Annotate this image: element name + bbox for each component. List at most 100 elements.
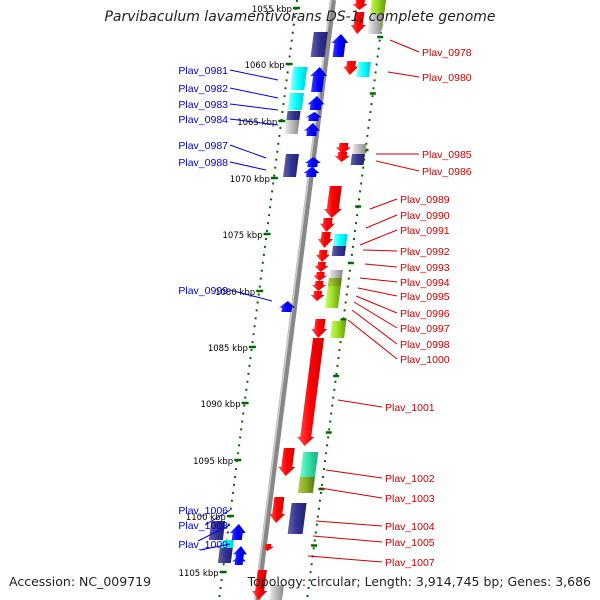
connector-line xyxy=(229,289,273,302)
gene-feature xyxy=(314,262,329,272)
gene-label-plav-0981[interactable]: Plav_0981 xyxy=(178,65,228,77)
gene-feature xyxy=(323,186,342,218)
connector-line xyxy=(357,287,398,297)
connector-line xyxy=(197,524,231,542)
gene-feature xyxy=(279,301,296,312)
accession-label: Accession: NC_009719 xyxy=(9,574,152,589)
gene-label-plav-0998[interactable]: Plav_0998 xyxy=(400,339,450,351)
label-connectors xyxy=(197,39,420,563)
gene-feature xyxy=(333,234,348,246)
gene-feature xyxy=(287,503,307,534)
gene-label-plav-0984[interactable]: Plav_0984 xyxy=(178,114,228,126)
gene-feature xyxy=(229,524,246,540)
gene-feature xyxy=(278,448,296,476)
gene-label-plav-0992[interactable]: Plav_0992 xyxy=(400,246,450,258)
connector-line xyxy=(365,214,398,229)
gene-feature xyxy=(327,278,342,286)
gene-feature xyxy=(343,61,359,75)
connector-line xyxy=(369,198,398,210)
gene-label-plav-1001[interactable]: Plav_1001 xyxy=(385,402,435,414)
gene-feature xyxy=(367,14,384,34)
gene-label-plav-1009[interactable]: Plav_1009 xyxy=(178,539,228,551)
gene-feature xyxy=(310,291,325,301)
gene-feature xyxy=(282,154,299,177)
gene-label-plav-0999[interactable]: Plav_0999 xyxy=(178,285,228,297)
connector-line xyxy=(364,263,398,268)
gene-label-plav-0980[interactable]: Plav_0980 xyxy=(422,72,472,84)
gene-feature xyxy=(311,319,328,338)
kbp-tick-label: 1085 kbp xyxy=(208,344,248,354)
inner-scale-line xyxy=(218,0,298,600)
gene-label-plav-0997[interactable]: Plav_0997 xyxy=(400,323,450,335)
connector-line xyxy=(362,249,398,252)
gene-feature xyxy=(351,144,367,154)
connector-line xyxy=(359,277,398,283)
kbp-tick-label: 1095 kbp xyxy=(193,457,233,467)
gene-feature xyxy=(290,67,308,90)
kbp-tick-label: 1090 kbp xyxy=(201,400,241,410)
gene-label-plav-1006[interactable]: Plav_1006 xyxy=(178,505,228,517)
kbp-tick-label: 1070 kbp xyxy=(230,175,270,185)
connector-line xyxy=(229,87,279,99)
gene-label-plav-0991[interactable]: Plav_0991 xyxy=(400,225,450,237)
gene-label-plav-0985[interactable]: Plav_0985 xyxy=(422,149,472,161)
gene-label-plav-0978[interactable]: Plav_0978 xyxy=(422,47,472,59)
gene-label-plav-1002[interactable]: Plav_1002 xyxy=(385,473,435,485)
gene-feature xyxy=(311,281,326,291)
gene-feature xyxy=(305,112,322,121)
gene-feature xyxy=(313,272,328,281)
connector-line xyxy=(375,160,420,172)
gene-label-plav-0986[interactable]: Plav_0986 xyxy=(422,166,472,178)
gene-feature xyxy=(252,570,268,600)
gene-labels: Plav_0981 Plav_0982 Plav_0983 Plav_0984 Plav… xyxy=(178,47,471,569)
connector-line xyxy=(199,543,231,551)
gene-features xyxy=(208,0,386,600)
gene-feature xyxy=(310,32,328,57)
gene-feature xyxy=(299,452,319,477)
gene-label-plav-0994[interactable]: Plav_0994 xyxy=(400,277,450,289)
connector-line xyxy=(355,295,398,314)
gene-feature xyxy=(317,232,333,248)
gene-label-plav-0989[interactable]: Plav_0989 xyxy=(400,194,450,206)
connector-line xyxy=(337,399,383,408)
gene-label-plav-1000[interactable]: Plav_1000 xyxy=(400,354,450,366)
connector-line xyxy=(229,144,267,159)
gene-label-plav-0990[interactable]: Plav_0990 xyxy=(400,210,450,222)
gene-label-plav-1007[interactable]: Plav_1007 xyxy=(385,557,435,569)
gene-label-plav-1004[interactable]: Plav_1004 xyxy=(385,521,435,533)
gene-label-plav-0987[interactable]: Plav_0987 xyxy=(178,140,228,152)
gene-label-plav-0988[interactable]: Plav_0988 xyxy=(178,157,228,169)
gene-feature xyxy=(303,167,320,177)
gene-feature xyxy=(310,67,328,92)
connector-line xyxy=(325,469,383,479)
kbp-ticks: 1055 kbp 1060 kbp 1065 kbp 1070 kbp 1075 kbp… xyxy=(179,5,300,579)
map-title: Parvibaculum lavamentivorans DS-1, compl… xyxy=(104,9,496,25)
gene-feature xyxy=(232,556,247,565)
gene-feature xyxy=(350,154,365,165)
gene-feature xyxy=(284,120,300,134)
outer-scale-line xyxy=(306,0,386,600)
outer-ticks xyxy=(311,35,384,547)
gene-feature xyxy=(297,477,315,493)
connector-line xyxy=(389,39,420,53)
gene-label-plav-0983[interactable]: Plav_0983 xyxy=(178,99,228,111)
gene-label-plav-0982[interactable]: Plav_0982 xyxy=(178,83,228,95)
gene-feature xyxy=(208,521,226,540)
gene-label-plav-0996[interactable]: Plav_0996 xyxy=(400,308,450,320)
gene-feature xyxy=(331,34,349,57)
kbp-tick-label: 1105 kbp xyxy=(179,569,219,579)
gene-feature xyxy=(350,12,366,34)
gene-feature xyxy=(352,0,368,10)
gene-feature xyxy=(324,286,341,308)
gene-label-plav-0995[interactable]: Plav_0995 xyxy=(400,291,450,303)
genome-summary: Topology: circular; Length: 3,914,745 bp… xyxy=(247,574,591,589)
gene-label-plav-0993[interactable]: Plav_0993 xyxy=(400,262,450,274)
gene-feature xyxy=(328,270,343,278)
gene-label-plav-1003[interactable]: Plav_1003 xyxy=(385,493,435,505)
connector-line xyxy=(204,509,231,526)
gene-label-plav-1005[interactable]: Plav_1005 xyxy=(385,537,435,549)
gene-label-plav-1008[interactable]: Plav_1008 xyxy=(178,520,228,532)
kbp-tick-label: 1100 kbp xyxy=(186,513,226,523)
gene-feature xyxy=(261,544,274,551)
